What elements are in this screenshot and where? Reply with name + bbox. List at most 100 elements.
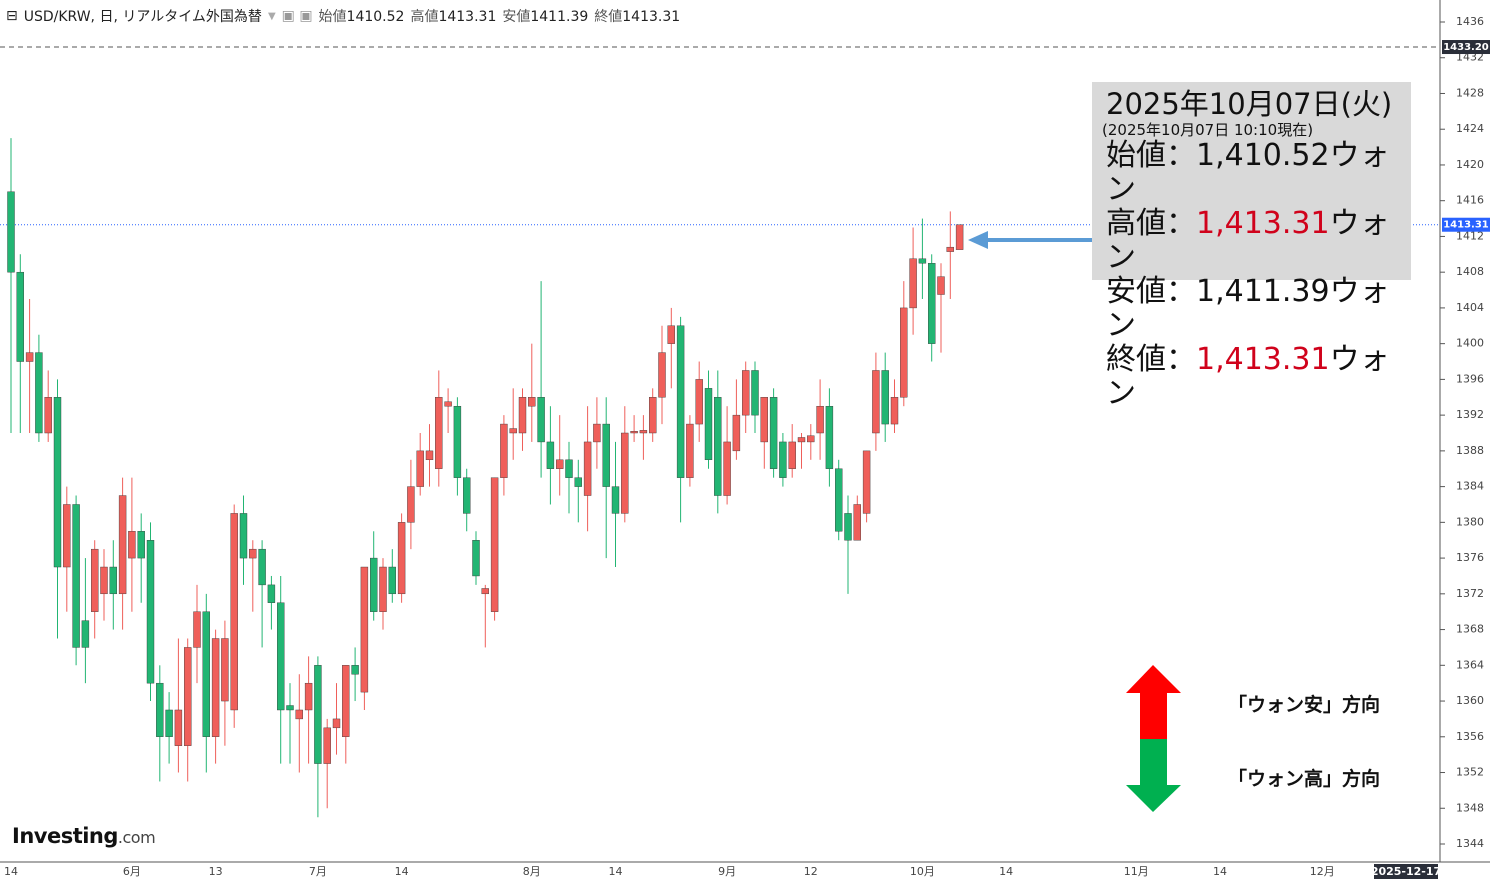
price-line-label: 1433.20	[1443, 42, 1489, 53]
candle-body	[593, 423, 601, 443]
candle-body	[955, 224, 964, 250]
candle-body	[574, 477, 582, 487]
pointer-arrow	[968, 231, 1092, 249]
collapse-icon[interactable]: ⊟	[6, 8, 18, 24]
x-tick-label: 14	[609, 865, 623, 878]
annotation-box: 2025年10月07日(火) (2025年10月07日 10:10現在) 始値：…	[1092, 82, 1411, 411]
candle-body	[751, 370, 759, 416]
candle-body	[686, 423, 694, 478]
candle-body	[779, 441, 787, 478]
candle-body	[760, 397, 768, 443]
candle-body	[630, 431, 638, 434]
candle-body	[881, 370, 889, 425]
candle-body	[667, 325, 675, 344]
symbol: USD/KRW, 日, リアルタイム外国為替	[23, 9, 262, 25]
row-unit: ウォン	[1106, 138, 1390, 207]
candle-body	[379, 566, 387, 612]
row-label: 始値：	[1106, 138, 1196, 173]
candle-body	[797, 437, 806, 443]
candle-body	[137, 531, 145, 559]
candle-body	[918, 258, 927, 264]
candle-body	[528, 397, 536, 407]
x-tick-label: 6月	[123, 865, 141, 878]
candle-body	[63, 504, 71, 568]
logo-suffix: .com	[117, 828, 156, 847]
x-tick-label: 12	[804, 865, 818, 878]
ohlc-label: 高値	[410, 9, 439, 25]
annotation-date: 2025年10月07日(火)	[1106, 87, 1393, 121]
candle-body	[53, 397, 62, 568]
row-label: 高値：	[1106, 206, 1196, 241]
settings-icons[interactable]: ▣ ▣	[281, 8, 313, 24]
candle-body	[370, 557, 378, 612]
candle-body	[862, 450, 871, 514]
candle-body	[844, 513, 852, 541]
up-arrow-head	[1126, 665, 1181, 693]
candle-body	[695, 379, 703, 425]
ohlc-value: 1413.31	[438, 9, 497, 25]
down-arrow-shaft	[1140, 739, 1167, 785]
y-tick-label: 1364	[1456, 658, 1484, 671]
candle-body	[221, 638, 229, 702]
y-tick-label: 1384	[1456, 480, 1484, 493]
candle-body	[704, 388, 713, 461]
x-tick-label: 9月	[718, 865, 736, 878]
candle-body	[360, 566, 369, 693]
row-unit: ウォン	[1106, 342, 1390, 411]
x-tick-label: 11月	[1124, 865, 1149, 878]
candle-body	[649, 397, 657, 434]
candle-body	[109, 566, 118, 595]
candle-body	[193, 611, 201, 648]
candle-body	[937, 276, 945, 295]
candle-body	[658, 352, 666, 398]
candle-body	[314, 665, 322, 764]
x-tick-label: 14	[1213, 865, 1227, 878]
candle-body	[202, 611, 211, 737]
y-tick-label: 1372	[1456, 587, 1484, 600]
y-tick-label: 1404	[1456, 301, 1484, 314]
candle-body	[946, 246, 954, 252]
candle-body	[332, 718, 341, 729]
candle-body	[490, 477, 499, 612]
candle-body	[304, 682, 313, 711]
candle-body	[853, 504, 861, 541]
annotation-row: 高値：1,413.31ウォン	[1106, 207, 1411, 275]
row-value: 1,413.31	[1196, 342, 1330, 377]
y-tick-label: 1424	[1456, 122, 1484, 135]
x-tick-label: 2025-12-17	[1371, 865, 1441, 878]
candle-body	[611, 486, 620, 514]
ohlc-value: 1413.31	[622, 9, 681, 25]
y-tick-label: 1396	[1456, 372, 1484, 385]
y-tick-label: 1388	[1456, 444, 1484, 457]
x-tick-label: 14	[999, 865, 1013, 878]
candle-body	[146, 540, 155, 684]
candle-body	[388, 566, 396, 595]
candle-body	[183, 647, 192, 746]
row-value: 1,413.31	[1196, 206, 1330, 241]
candle-body	[500, 423, 508, 478]
candle-body	[230, 513, 238, 711]
annotation-rows: 始値：1,410.52ウォン 高値：1,413.31ウォン 安値：1,411.39ウ…	[1106, 139, 1411, 411]
x-tick-label: 8月	[523, 865, 541, 878]
y-tick-label: 1412	[1456, 229, 1484, 242]
candle-body	[239, 513, 248, 559]
candle-body	[742, 370, 750, 416]
candle-body	[44, 397, 52, 434]
candle-body	[816, 405, 824, 434]
y-tick-label: 1356	[1456, 730, 1484, 743]
candle-body	[481, 588, 489, 595]
candle-body	[621, 432, 629, 514]
candle-body	[546, 441, 555, 469]
candle-body	[537, 397, 545, 443]
annotation-row: 始値：1,410.52ウォン	[1106, 139, 1411, 207]
annotation-asof: (2025年10月07日 10:10現在)	[1102, 121, 1314, 139]
ohlc-label: 終値	[594, 9, 623, 25]
candle-body	[35, 352, 43, 434]
candle-body	[769, 397, 778, 469]
candle-body	[267, 584, 276, 603]
candle-body	[211, 638, 220, 737]
crosshair-date-box	[1374, 864, 1438, 879]
dropdown[interactable]: ▼	[267, 10, 276, 22]
candle-body	[565, 459, 573, 478]
